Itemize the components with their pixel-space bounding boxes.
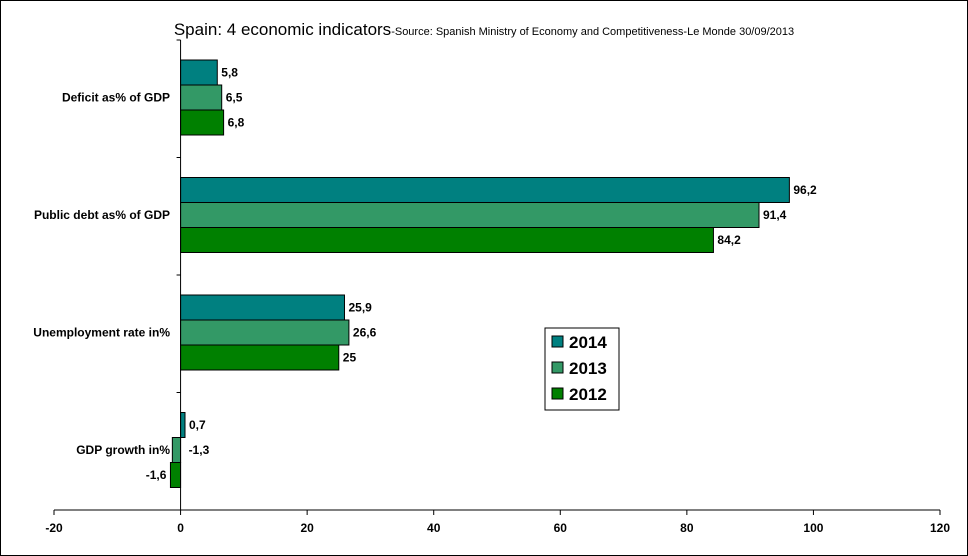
legend-swatch-2014 xyxy=(551,335,564,348)
data-label-unemployment-rate-in-2012: 25 xyxy=(343,351,357,365)
bar-deficit-as-of-gdp-2013 xyxy=(180,84,223,111)
value-tick-label-20: 20 xyxy=(300,521,314,535)
bar-gdp-growth-in-2012 xyxy=(169,462,182,488)
chart-source-subtitle: -Source: Spanish Ministry of Economy and… xyxy=(391,26,795,38)
legend: 2014 2013 2012 xyxy=(544,327,620,411)
bar-unemployment-rate-in-2012 xyxy=(180,344,340,371)
data-label-unemployment-rate-in-2013: 26,6 xyxy=(353,326,377,340)
category-label-public-debt-as-of-gdp: Public debt as% of GDP xyxy=(34,208,170,222)
value-tick-label-100: 100 xyxy=(803,521,823,535)
value-tick-label-80: 80 xyxy=(680,521,694,535)
category-label-deficit-as-of-gdp: Deficit as% of GDP xyxy=(62,91,170,105)
value-tick-label-0: 0 xyxy=(177,521,184,535)
value-tick-label-60: 60 xyxy=(554,521,568,535)
data-label-public-debt-as-of-gdp-2014: 96,2 xyxy=(793,183,817,197)
legend-swatch-2012 xyxy=(551,387,564,400)
value-tick-label-40: 40 xyxy=(427,521,441,535)
value-tick-label-120: 120 xyxy=(930,521,950,535)
value-tick-label--20: -20 xyxy=(45,521,63,535)
data-label-public-debt-as-of-gdp-2013: 91,4 xyxy=(763,208,787,222)
axes-layer: Deficit as% of GDP Public debt as% of GDP… xyxy=(33,39,950,535)
bar-gdp-growth-in-2014 xyxy=(180,412,186,438)
chart-title: Spain: 4 economic indicators-Source: Spa… xyxy=(0,20,968,40)
data-label-deficit-as-of-gdp-2014: 5,8 xyxy=(221,66,238,80)
data-label-deficit-as-of-gdp-2012: 6,8 xyxy=(228,116,245,130)
data-label-gdp-growth-in-2012: -1,6 xyxy=(146,468,167,482)
bar-deficit-as-of-gdp-2012 xyxy=(180,109,225,136)
bar-gdp-growth-in-2013 xyxy=(171,437,182,463)
bar-public-debt-as-of-gdp-2014 xyxy=(180,177,790,203)
data-label-gdp-growth-in-2014: 0,7 xyxy=(189,418,206,432)
bars-layer: 5,8 6,5 6,8 96,2 91,4 84,2 25,9 26,6 25 0,7 -1,3 -1… xyxy=(146,59,817,488)
legend-label-2012: 2012 xyxy=(569,385,607,404)
legend-label-2014: 2014 xyxy=(569,333,607,352)
bar-deficit-as-of-gdp-2014 xyxy=(180,59,218,86)
bar-public-debt-as-of-gdp-2012 xyxy=(180,227,714,253)
data-label-gdp-growth-in-2013: -1,3 xyxy=(189,443,210,457)
legend-swatch-2013 xyxy=(551,361,564,374)
chart-main-title: Spain: 4 economic indicators xyxy=(173,20,392,39)
data-label-unemployment-rate-in-2014: 25,9 xyxy=(348,301,372,315)
bar-unemployment-rate-in-2014 xyxy=(180,294,345,321)
data-label-deficit-as-of-gdp-2013: 6,5 xyxy=(226,91,243,105)
bar-public-debt-as-of-gdp-2013 xyxy=(180,202,760,228)
bar-unemployment-rate-in-2013 xyxy=(180,319,350,346)
category-label-unemployment-rate-in: Unemployment rate in% xyxy=(33,326,170,340)
category-label-gdp-growth-in: GDP growth in% xyxy=(76,443,170,457)
data-label-public-debt-as-of-gdp-2012: 84,2 xyxy=(717,233,741,247)
legend-label-2013: 2013 xyxy=(569,359,607,378)
